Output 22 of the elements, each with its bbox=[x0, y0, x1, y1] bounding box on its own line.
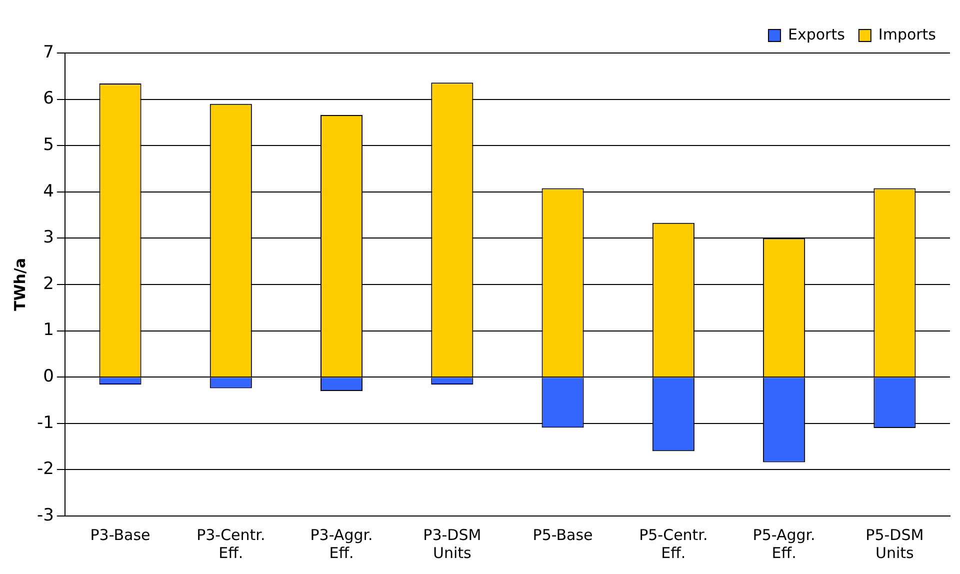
x-tick-label: P5-DSM Units bbox=[866, 526, 924, 562]
y-tick-label: 7 bbox=[43, 42, 54, 62]
y-tick-label: 5 bbox=[43, 135, 54, 156]
y-tick-label: -2 bbox=[36, 459, 54, 480]
x-tick-label: P3-DSM Units bbox=[423, 526, 482, 562]
x-tick-label: P5-Centr. Eff. bbox=[639, 526, 708, 562]
x-tick-label: P3-Base bbox=[90, 526, 150, 544]
x-tick-label: P3-Aggr. Eff. bbox=[310, 526, 373, 562]
y-tick-label: 2 bbox=[43, 274, 54, 294]
x-tick-label: P3-Centr. Eff. bbox=[196, 526, 266, 562]
y-tick-label: -3 bbox=[36, 505, 54, 526]
x-tick-label: P5-Base bbox=[532, 526, 593, 544]
y-tick-label: 4 bbox=[43, 181, 54, 202]
x-tick-label: P5-Aggr. Eff. bbox=[752, 526, 816, 562]
y-tick-label: 6 bbox=[43, 88, 54, 109]
y-axis-title: TWh/a bbox=[10, 258, 29, 312]
y-tick-label: 0 bbox=[43, 366, 54, 387]
y-tick-label: 1 bbox=[43, 320, 54, 340]
legend-label: Imports bbox=[878, 25, 936, 44]
y-tick-label: -1 bbox=[36, 412, 54, 433]
y-tick-label: 3 bbox=[43, 228, 54, 248]
legend-label: Exports bbox=[788, 25, 846, 44]
